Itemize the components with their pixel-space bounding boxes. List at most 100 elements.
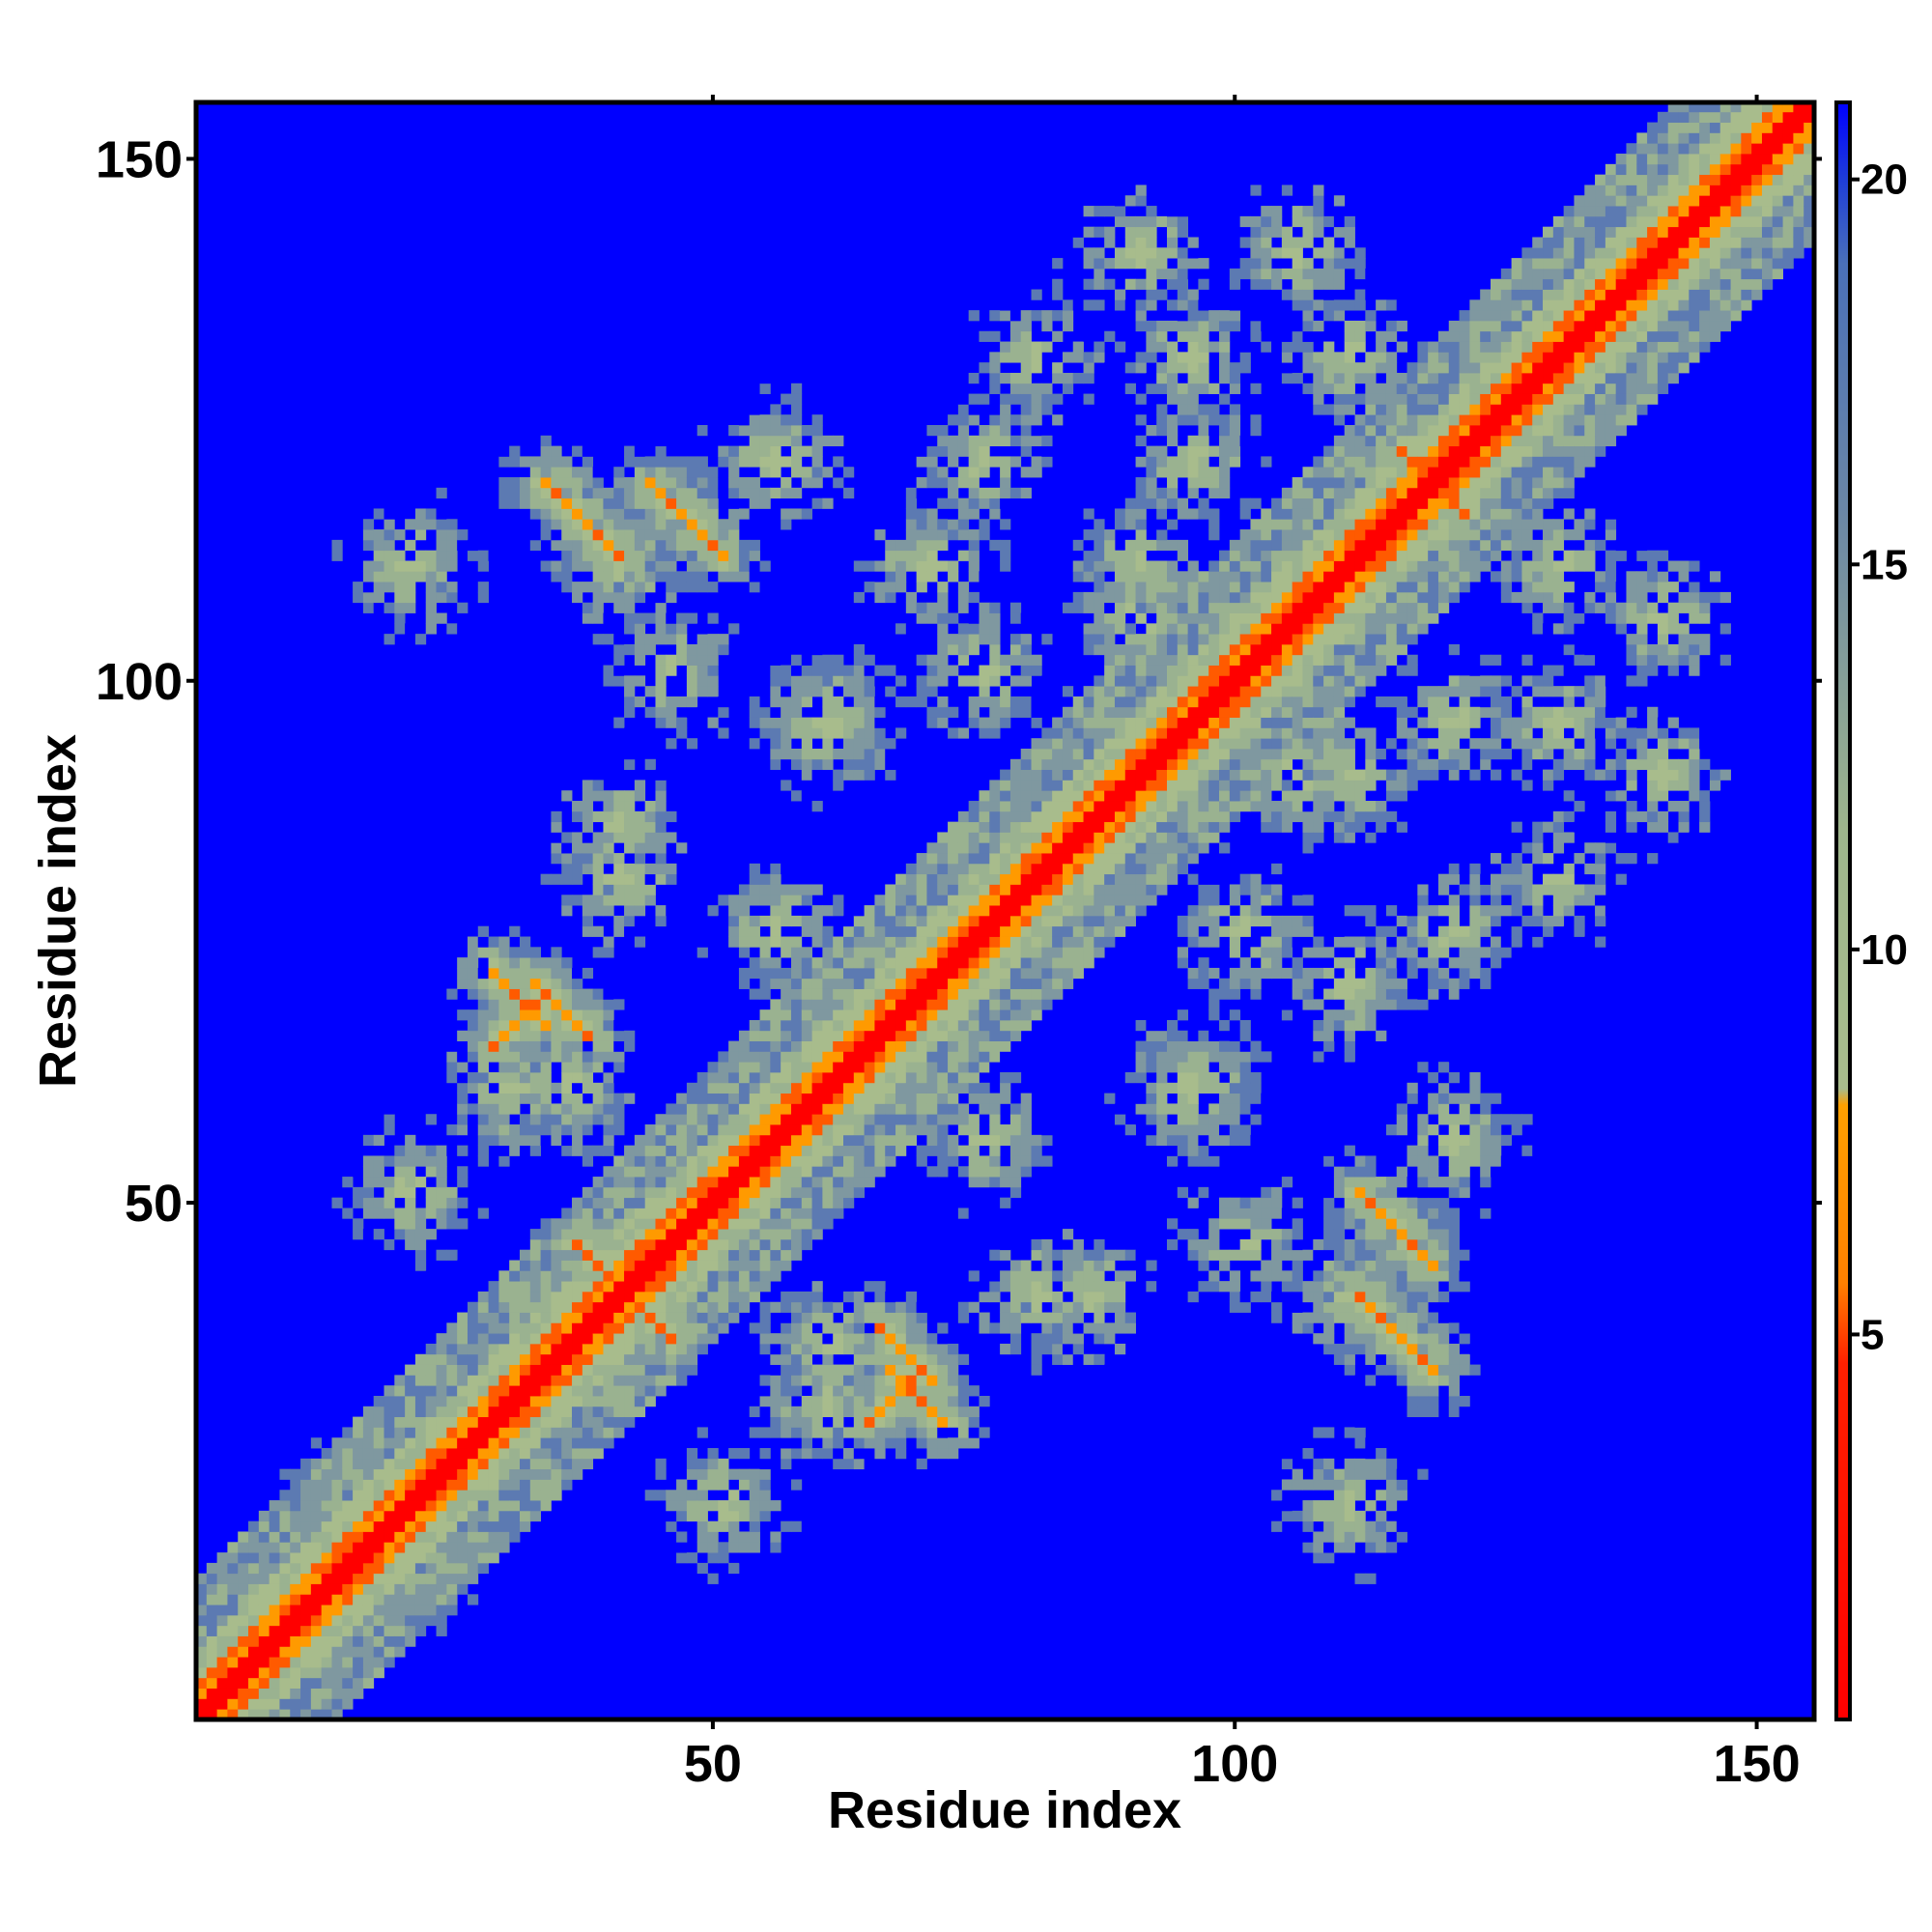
heatmap-cell	[644, 643, 656, 656]
heatmap-cell	[759, 497, 771, 509]
heatmap-cell	[1000, 1238, 1011, 1251]
heatmap-cell	[1052, 717, 1064, 728]
heatmap-cell	[843, 1260, 855, 1271]
heatmap-cell	[948, 884, 959, 895]
heatmap-cell	[864, 967, 875, 980]
heatmap-cell	[362, 582, 375, 593]
heatmap-cell	[362, 1552, 375, 1564]
heatmap-cell	[686, 456, 698, 468]
heatmap-cell	[603, 665, 614, 676]
heatmap-cell	[707, 467, 719, 478]
heatmap-cell	[1104, 686, 1116, 697]
heatmap-cell	[384, 1490, 395, 1501]
heatmap-cell	[467, 957, 479, 969]
heatmap-cell	[551, 947, 562, 958]
heatmap-cell	[540, 1448, 552, 1460]
heatmap-cell	[572, 1301, 583, 1313]
heatmap-cell	[425, 1573, 437, 1584]
heatmap-cell	[968, 1009, 980, 1021]
heatmap-cell	[582, 988, 594, 1000]
heatmap-cell	[457, 1218, 469, 1230]
heatmap-cell	[937, 1062, 949, 1073]
heatmap-cell	[644, 1155, 656, 1167]
heatmap-cell	[864, 1093, 875, 1104]
heatmap-cell	[624, 1406, 636, 1418]
heatmap-cell	[696, 1229, 708, 1240]
heatmap-cell	[926, 623, 938, 635]
heatmap-cell	[613, 1093, 625, 1104]
heatmap-cell	[926, 978, 938, 989]
heatmap-cell	[811, 435, 823, 447]
heatmap-cell	[1114, 925, 1126, 937]
heatmap-cell	[1114, 675, 1126, 687]
heatmap-cell	[916, 602, 927, 613]
heatmap-cell	[968, 529, 980, 541]
heatmap-cell	[853, 1040, 866, 1052]
heatmap-cell	[728, 696, 740, 708]
heatmap-cell	[551, 519, 562, 530]
heatmap-cell	[686, 467, 698, 478]
heatmap-cell	[905, 623, 918, 635]
heatmap-cell	[477, 1468, 489, 1480]
heatmap-cell	[592, 1124, 604, 1136]
heatmap-cell	[655, 591, 667, 604]
heatmap-cell	[676, 1291, 688, 1303]
heatmap-cell	[948, 1343, 959, 1355]
heatmap-cell	[895, 1072, 907, 1084]
heatmap-cell	[666, 612, 677, 624]
heatmap-cell	[572, 1291, 583, 1303]
heatmap-cell	[926, 905, 938, 917]
heatmap-cell	[790, 665, 803, 676]
heatmap-cell	[937, 1364, 949, 1376]
heatmap-cell	[446, 1343, 458, 1355]
heatmap-cell	[310, 1583, 323, 1595]
heatmap-cell	[1114, 247, 1126, 259]
heatmap-cell	[957, 1166, 970, 1178]
heatmap-cell	[864, 1406, 875, 1418]
heatmap-cell	[644, 1238, 656, 1251]
heatmap-cell	[728, 1301, 740, 1313]
heatmap-cell	[561, 842, 573, 854]
heatmap-cell	[718, 1114, 729, 1125]
heatmap-cell	[540, 873, 552, 885]
heatmap-cell	[749, 1062, 760, 1073]
heatmap-cell	[1052, 978, 1064, 989]
heatmap-cell	[937, 1093, 949, 1104]
heatmap-cell	[582, 1270, 594, 1282]
heatmap-cell	[948, 1030, 959, 1041]
heatmap-cell	[446, 1552, 458, 1564]
heatmap-cell	[520, 1510, 531, 1522]
heatmap-cell	[321, 1479, 332, 1491]
heatmap-cell	[561, 1103, 573, 1115]
heatmap-cell	[634, 467, 646, 478]
heatmap-cell	[770, 1333, 781, 1345]
heatmap-cell	[781, 905, 792, 917]
heatmap-cell	[342, 1490, 354, 1501]
heatmap-cell	[269, 1500, 280, 1512]
heatmap-cell	[895, 1427, 907, 1438]
heatmap-cell	[989, 643, 1001, 656]
heatmap-cell	[373, 1510, 384, 1522]
heatmap-cell	[290, 1552, 301, 1564]
heatmap-cell	[759, 1009, 771, 1021]
heatmap-cell	[436, 1562, 447, 1575]
heatmap-cell	[216, 1625, 228, 1636]
heatmap-cell	[520, 508, 531, 520]
heatmap-cell	[498, 947, 510, 958]
heatmap-cell	[592, 1177, 604, 1188]
heatmap-cell	[1156, 749, 1168, 760]
heatmap-cell	[749, 1166, 760, 1178]
heatmap-cell	[759, 1145, 771, 1156]
heatmap-cell	[1104, 675, 1116, 687]
heatmap-cell	[624, 758, 636, 771]
heatmap-cell	[279, 1573, 291, 1584]
heatmap-cell	[738, 1197, 751, 1208]
heatmap-cell	[1094, 873, 1105, 885]
heatmap-cell	[1104, 915, 1116, 927]
heatmap-cell	[1009, 696, 1022, 708]
heatmap-cell	[718, 1166, 729, 1178]
heatmap-cell	[822, 686, 834, 697]
heatmap-cell	[634, 905, 646, 917]
heatmap-cell	[843, 1312, 855, 1323]
heatmap-cell	[957, 1396, 970, 1407]
